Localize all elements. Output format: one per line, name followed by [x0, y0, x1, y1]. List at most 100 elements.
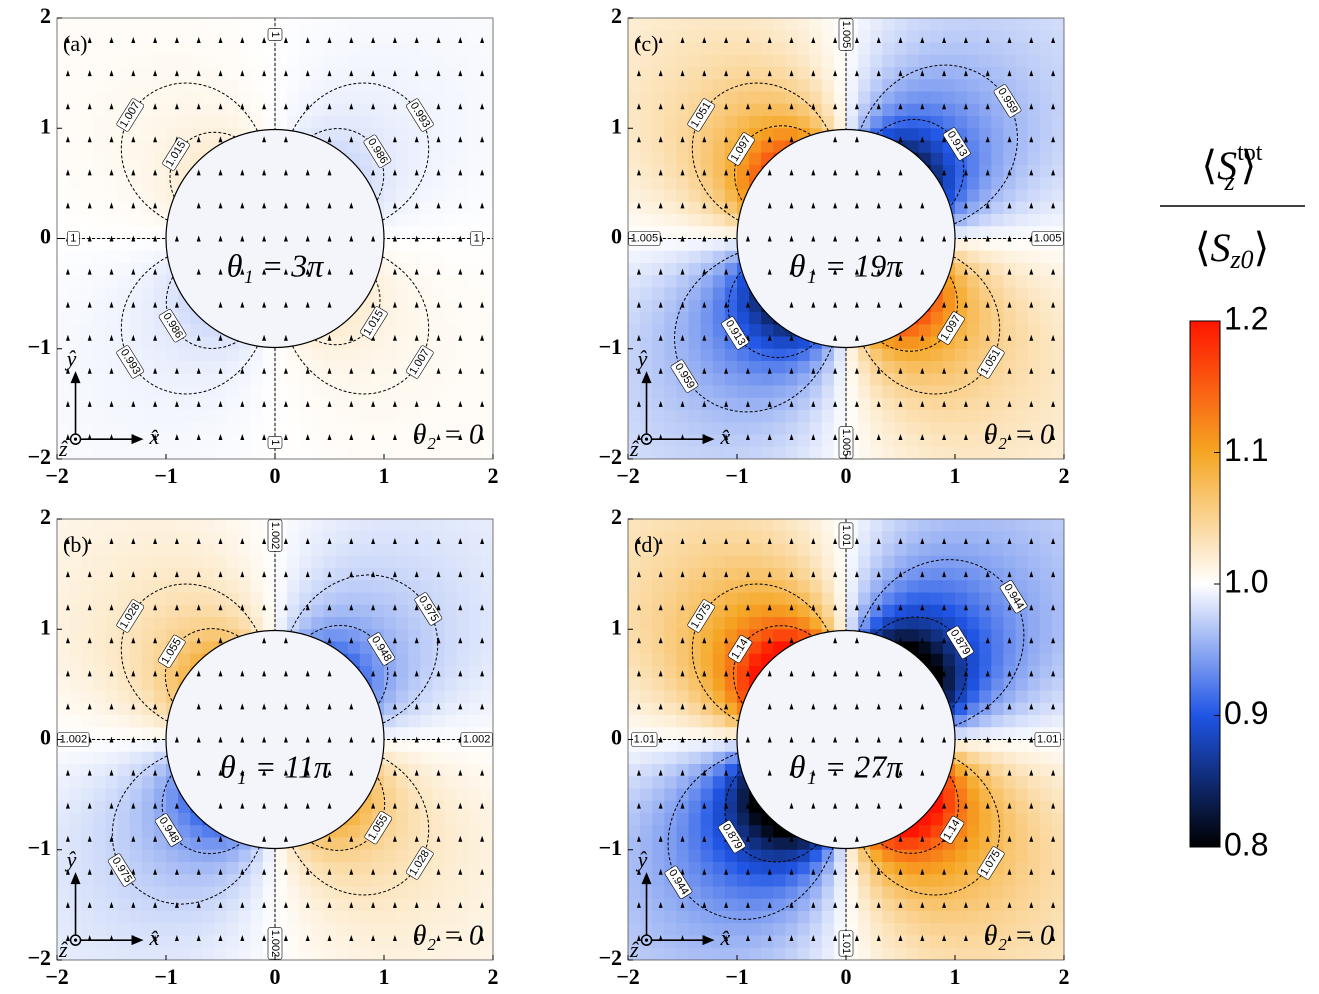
heatmap-cell — [178, 336, 191, 350]
field-arrow — [985, 301, 990, 308]
heatmap-cell — [262, 446, 276, 459]
heatmap-cell — [468, 568, 482, 581]
heatmap-cell — [870, 91, 883, 105]
heatmap-cell — [809, 67, 823, 80]
heatmap-cell — [432, 690, 446, 704]
field-arrow — [1051, 400, 1056, 407]
heatmap-cell — [202, 91, 216, 105]
panel: 1.0511.0511.0971.0970.9590.9590.9130.913… — [598, 3, 1069, 488]
heatmap-cell — [262, 592, 276, 606]
field-arrow — [724, 301, 729, 308]
heatmap-cell — [69, 336, 82, 350]
heatmap-cell — [1015, 201, 1029, 215]
heatmap-cell — [420, 580, 434, 594]
disk — [165, 629, 385, 850]
heatmap-cell — [480, 263, 493, 276]
heatmap-cell — [81, 336, 94, 350]
field-arrow — [963, 70, 968, 77]
heatmap-cell — [1015, 30, 1029, 44]
field-arrow — [371, 802, 376, 809]
heatmap-cell — [178, 886, 191, 900]
heatmap-cell — [311, 543, 325, 557]
field-arrow — [174, 670, 179, 677]
heatmap-cell — [371, 862, 385, 875]
heatmap-cell — [1027, 410, 1041, 423]
field-arrow — [196, 202, 201, 209]
heatmap-cell — [396, 776, 409, 790]
heatmap-cell — [761, 67, 774, 80]
heatmap-cell — [226, 434, 240, 448]
heatmap-cell — [335, 617, 349, 630]
heatmap-cell — [420, 250, 434, 264]
heatmap-cell — [456, 42, 470, 56]
heatmap-cell — [335, 373, 349, 387]
heatmap-cell — [105, 776, 119, 790]
heatmap-cell — [797, 361, 811, 374]
y-tick-label: 0 — [40, 725, 51, 750]
heatmap-cell — [69, 519, 82, 532]
heatmap-cell — [153, 410, 167, 423]
heatmap-cell — [117, 214, 131, 227]
field-arrow — [65, 604, 70, 611]
heatmap-cell — [456, 91, 470, 105]
heatmap-cell — [456, 874, 470, 888]
heatmap-cell — [262, 18, 276, 31]
heatmap-cell — [384, 177, 397, 191]
heatmap-cell — [396, 727, 409, 741]
heatmap-cell — [480, 140, 493, 154]
heatmap-cell — [640, 201, 653, 215]
heatmap-cell — [432, 531, 446, 545]
heatmap-cell — [93, 336, 107, 350]
heatmap-cell — [129, 788, 143, 802]
heatmap-cell — [359, 617, 373, 630]
heatmap-cell — [57, 177, 70, 191]
heatmap-cell — [93, 434, 107, 448]
heatmap-cell — [311, 422, 325, 436]
heatmap-cell — [190, 42, 203, 56]
heatmap-cell — [250, 862, 264, 875]
heatmap-cell — [166, 177, 179, 191]
heatmap-cell — [299, 79, 312, 93]
heatmap-cell — [652, 422, 665, 436]
heatmap-cell — [432, 410, 446, 423]
heatmap-cell — [652, 54, 665, 68]
heatmap-cell — [93, 531, 107, 545]
heatmap-cell — [1027, 287, 1041, 301]
heatmap-cell — [955, 299, 968, 313]
heatmap-cell — [371, 91, 385, 105]
field-arrow — [458, 169, 463, 176]
x-tick-label: 1 — [379, 964, 390, 989]
heatmap-cell — [700, 422, 714, 436]
heatmap-cell — [724, 348, 738, 362]
heatmap-cell — [420, 935, 434, 949]
field-arrow — [702, 367, 707, 374]
contour-line — [691, 82, 847, 240]
heatmap-cell — [432, 226, 446, 240]
heatmap-cell — [262, 116, 276, 129]
heatmap-cell — [105, 140, 119, 154]
field-arrow — [480, 301, 485, 308]
heatmap-cell — [468, 336, 482, 350]
heatmap-cell — [640, 324, 653, 338]
heatmap-cell — [444, 189, 458, 203]
field-arrow — [392, 202, 397, 209]
heatmap-cell — [214, 849, 228, 863]
contour-line — [120, 237, 276, 395]
heatmap-cell — [444, 67, 458, 80]
heatmap-cell — [335, 531, 349, 545]
heatmap-cell — [347, 361, 361, 374]
heatmap-cell — [1015, 361, 1029, 374]
heatmap-cell — [359, 336, 373, 350]
heatmap-cell — [129, 324, 143, 338]
heatmap-cell — [384, 935, 397, 949]
heatmap-cell — [384, 324, 397, 338]
field-arrow — [854, 301, 859, 308]
heatmap-cell — [178, 543, 191, 557]
heatmap-cell — [432, 250, 446, 264]
heatmap-cell — [57, 543, 70, 557]
heatmap-cell — [1039, 422, 1053, 436]
heatmap-cell — [444, 446, 458, 459]
heatmap-cell — [858, 446, 871, 459]
heatmap-cell — [480, 238, 493, 252]
heatmap-cell — [287, 67, 300, 80]
